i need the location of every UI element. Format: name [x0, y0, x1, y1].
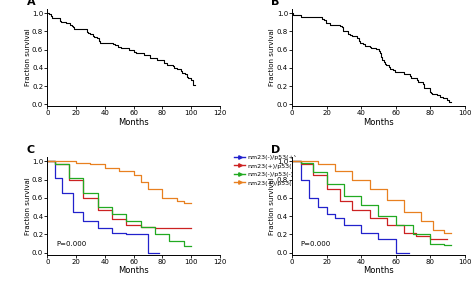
Y-axis label: Fraction survival: Fraction survival [25, 177, 31, 235]
Text: P=0.000: P=0.000 [56, 241, 86, 247]
X-axis label: Months: Months [363, 118, 394, 127]
Legend: nm23(-)/p53(+), nm23(+)/p53(+), nm23(-)/p53(-), nm23(+)/p53(-): nm23(-)/p53(+), nm23(+)/p53(+), nm23(-)/… [231, 152, 302, 188]
Y-axis label: Fraction survival: Fraction survival [25, 29, 31, 86]
Text: B: B [272, 0, 280, 7]
Text: P=0.000: P=0.000 [301, 241, 331, 247]
X-axis label: Months: Months [118, 266, 149, 275]
Text: A: A [27, 0, 36, 7]
Text: D: D [272, 145, 281, 155]
Y-axis label: Fraction survival: Fraction survival [269, 29, 275, 86]
X-axis label: Months: Months [363, 266, 394, 275]
X-axis label: Months: Months [118, 118, 149, 127]
Y-axis label: Fraction survival: Fraction survival [269, 177, 275, 235]
Text: C: C [27, 145, 35, 155]
